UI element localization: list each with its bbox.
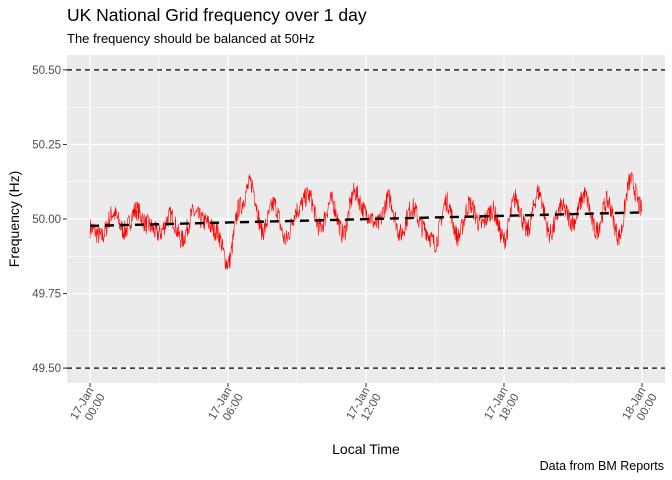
- x-axis-title: Local Time: [332, 441, 400, 457]
- reference-lines: [67, 69, 665, 369]
- y-tick-label: 50.00: [32, 214, 61, 226]
- x-tick-label: 17-Jan00:00: [69, 386, 108, 429]
- y-tick-label: 49.50: [32, 363, 61, 375]
- y-tick-label: 49.75: [32, 289, 61, 301]
- y-tick-label: 50.25: [32, 139, 61, 151]
- y-axis-title: Frequency (Hz): [6, 171, 22, 267]
- frequency-line: [89, 171, 643, 270]
- trend-layer: [89, 211, 643, 228]
- y-axis: 49.50 49.75 50.00 50.25 50.50: [32, 65, 67, 375]
- chart-caption: Data from BM Reports: [540, 459, 664, 473]
- x-axis: 17-Jan00:00 17-Jan06:00 17-Jan12:00 17-Jan1…: [69, 383, 660, 429]
- y-tick-label: 50.50: [32, 65, 61, 77]
- x-tick-label: 17-Jan06:00: [207, 386, 246, 429]
- chart-title: UK National Grid frequency over 1 day: [67, 5, 367, 25]
- chart-subtitle: The frequency should be balanced at 50Hz: [67, 31, 315, 46]
- x-tick-label: 18-Jan00:00: [621, 386, 660, 429]
- trend-line: [89, 211, 643, 228]
- x-tick-label: 17-Jan18:00: [483, 386, 522, 429]
- series-layer: [89, 171, 643, 270]
- x-tick-label: 17-Jan12:00: [345, 386, 384, 429]
